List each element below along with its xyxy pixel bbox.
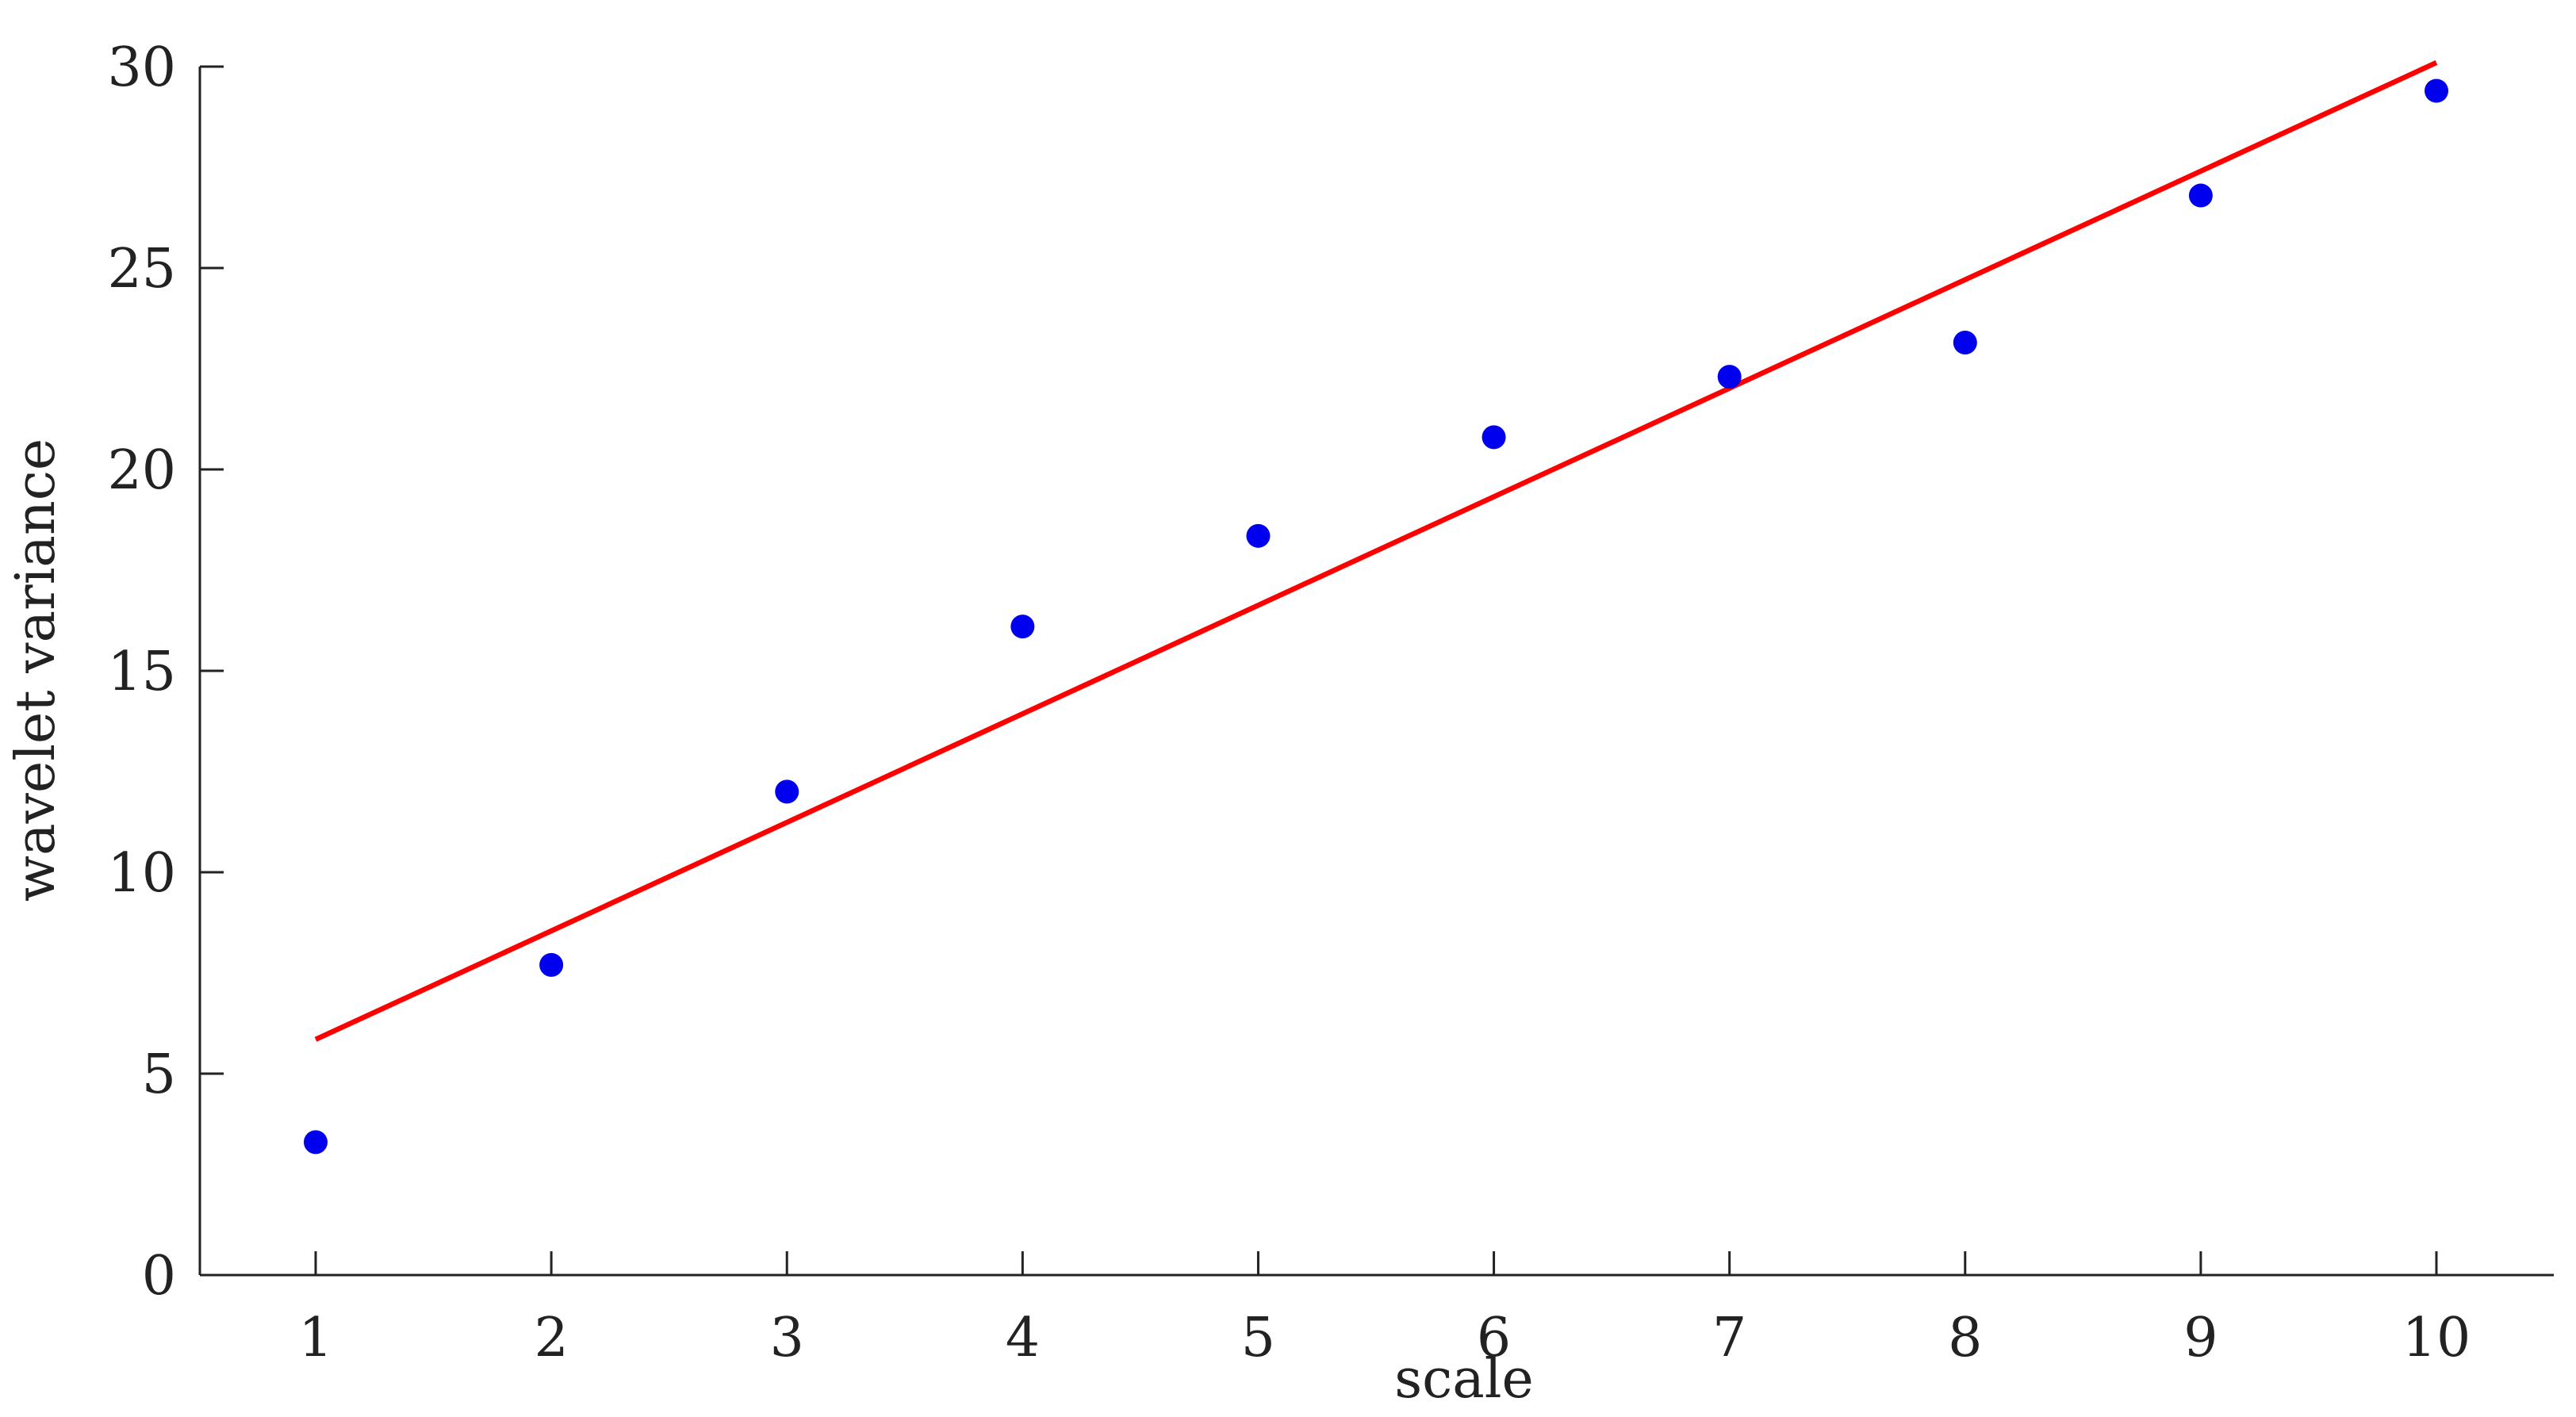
x-ticks: 1 2 3 4 5 6 7 8 9 10: [298, 1251, 2471, 1369]
data-point: [775, 779, 799, 804]
data-point: [1717, 365, 1742, 389]
data-point: [2188, 183, 2213, 208]
x-tick-label: 9: [2183, 1307, 2218, 1369]
data-point: [1010, 615, 1035, 639]
x-tick-label: 7: [1712, 1307, 1746, 1369]
data-point: [304, 1130, 328, 1155]
data-point: [1246, 523, 1271, 548]
data-points: [304, 79, 2448, 1155]
x-tick-label: 8: [1948, 1307, 1982, 1369]
y-tick-label: 0: [142, 1245, 176, 1308]
x-tick-label: 6: [1477, 1307, 1511, 1369]
y-tick-label: 30: [107, 36, 176, 99]
x-tick-label: 3: [770, 1307, 804, 1369]
data-point: [2425, 79, 2448, 103]
x-tick-label: 1: [298, 1307, 332, 1369]
y-tick-label: 25: [107, 238, 176, 301]
axes: [198, 67, 2554, 1277]
data-point: [1482, 425, 1506, 450]
x-axis-label: scale: [1394, 1348, 1534, 1411]
x-tick-label: 4: [1006, 1307, 1040, 1369]
x-tick-label: 5: [1241, 1307, 1275, 1369]
y-axis-label: wavelet variance: [5, 439, 67, 902]
x-tick-label: 10: [2402, 1307, 2471, 1369]
y-tick-label: 10: [107, 842, 176, 905]
data-point: [539, 952, 564, 977]
fit-lines: [314, 59, 2438, 1042]
y-tick-label: 15: [107, 641, 176, 703]
y-tick-label: 5: [142, 1044, 176, 1106]
data-point: [1953, 330, 1977, 354]
y-tick-label: 20: [107, 439, 176, 502]
y-ticks: 0 5 10 15 20 25 30: [107, 36, 224, 1308]
fit-line: [314, 59, 2438, 1042]
x-tick-label: 2: [534, 1307, 568, 1369]
